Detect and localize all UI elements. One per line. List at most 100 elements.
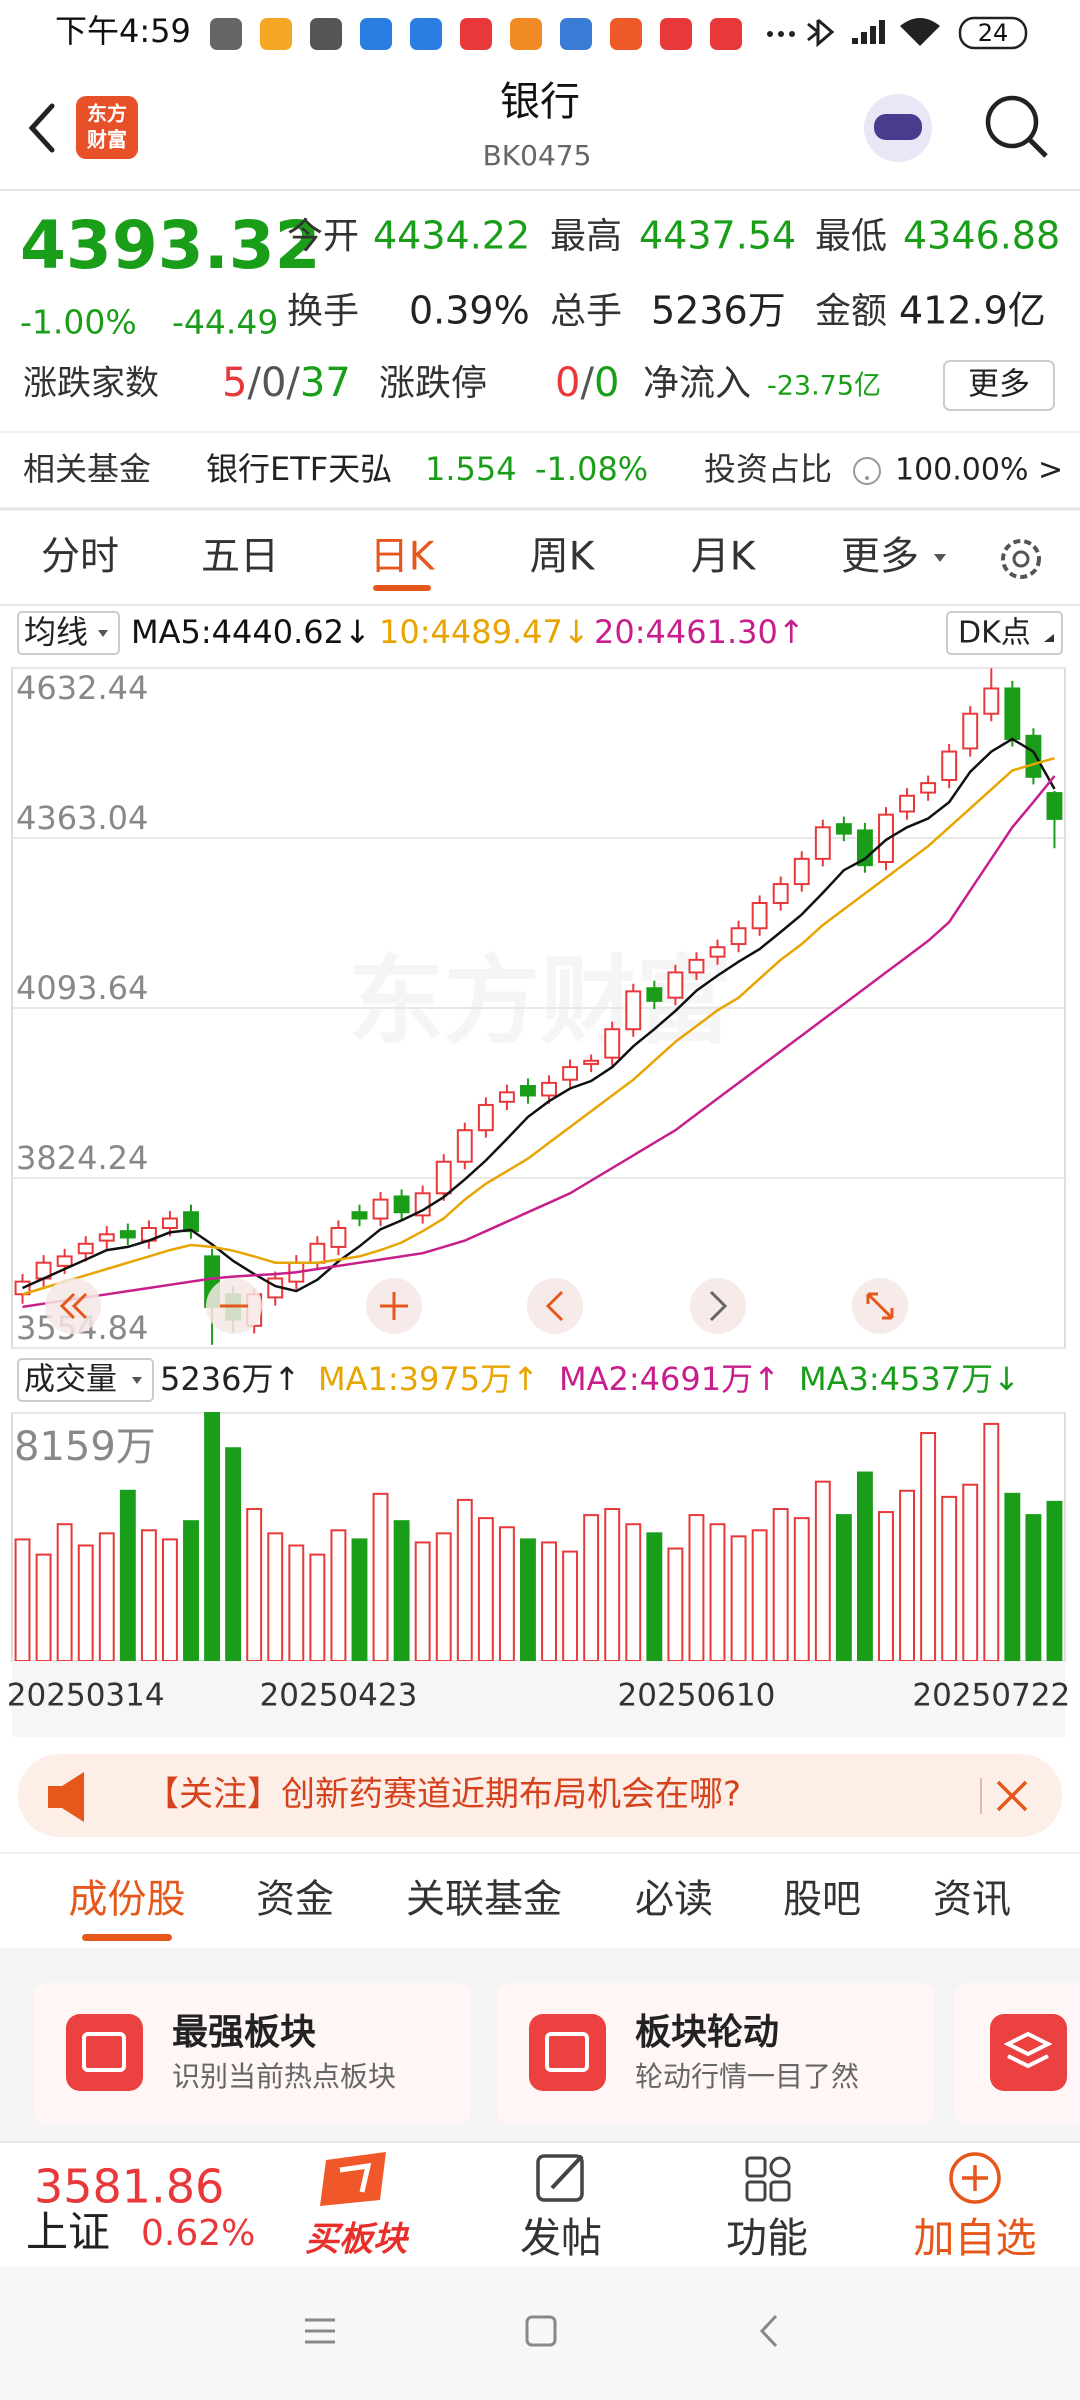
footer-action[interactable]: 功能	[726, 2214, 808, 2262]
volume-bar	[77, 1544, 94, 1662]
card-icon-mark	[545, 2032, 589, 2072]
y-tick-label: 8159万	[14, 1424, 156, 1470]
volume-bar	[856, 1471, 873, 1662]
period-tab[interactable]: 分时	[41, 535, 119, 580]
nav-bar	[0, 2266, 1080, 2400]
control-glyph	[866, 1292, 894, 1320]
breadth-part: /	[247, 360, 261, 406]
nav-menu[interactable]	[305, 2318, 335, 2344]
volume-bar	[35, 1553, 52, 1662]
volume-bar	[983, 1422, 1000, 1662]
volume-bar	[751, 1529, 768, 1663]
footer-action[interactable]: 加自选	[914, 2214, 1037, 2262]
section-tab[interactable]: 资讯	[933, 1878, 1011, 1923]
candle-body	[98, 1233, 115, 1242]
section-tab[interactable]: 成份股	[68, 1878, 185, 1923]
change: -44.49	[172, 303, 278, 342]
back-button[interactable]	[28, 103, 55, 153]
limit-part: /	[580, 360, 594, 406]
candle-body	[899, 794, 915, 813]
y-tick-label: 3824.24	[16, 1139, 148, 1177]
volume-bar	[541, 1541, 557, 1662]
candle-body	[56, 1255, 73, 1267]
nav-home[interactable]	[525, 2315, 557, 2347]
candle-body	[583, 1059, 600, 1065]
breadth-part: 0	[261, 360, 286, 406]
volume-legend: MA1:3975万↑	[318, 1360, 539, 1398]
candle-body	[962, 712, 979, 750]
period-tab[interactable]: 更多	[841, 535, 919, 580]
volume-bar	[288, 1544, 305, 1662]
volume-bar	[225, 1447, 242, 1663]
candle-body	[183, 1211, 199, 1233]
ratio-value[interactable]: 100.00% >	[895, 453, 1063, 488]
dropdown-arrow	[98, 630, 108, 637]
help-icon	[853, 457, 881, 485]
inflow-value: -23.75亿	[767, 371, 881, 402]
more-label[interactable]: 更多	[968, 367, 1030, 403]
app-logo	[76, 96, 138, 159]
candle-body	[541, 1081, 557, 1097]
post-icon	[536, 2154, 584, 2202]
ma-switch[interactable]	[17, 611, 120, 655]
more-button[interactable]	[943, 360, 1055, 411]
section-tab[interactable]: 股吧	[783, 1878, 861, 1923]
dk-button[interactable]	[946, 611, 1063, 655]
buy-icon-mark	[339, 2163, 372, 2193]
section-tab[interactable]: 关联基金	[406, 1878, 562, 1923]
footer-action[interactable]: 买板块	[305, 2220, 410, 2260]
volume-bar	[1025, 1514, 1042, 1662]
stat-value: 5236万	[651, 289, 786, 333]
card-subtitle: 轮动行情一目了然	[635, 2060, 859, 2093]
candle-body	[477, 1103, 494, 1132]
page-title: 银行	[500, 79, 580, 125]
period-tab[interactable]: 周K	[530, 535, 596, 580]
x-tick-label: 20250610	[618, 1678, 776, 1714]
notice-text[interactable]: 【关注】创新药赛道近期布局机会在哪?	[145, 1775, 741, 1815]
breadth-part: 37	[300, 360, 351, 406]
period-tab[interactable]: 月K	[691, 535, 757, 580]
buy-icon	[320, 2152, 386, 2206]
candle-body	[667, 971, 684, 999]
last-price: 4393.32	[20, 207, 321, 284]
feature-card[interactable]	[34, 1983, 471, 2124]
period-tab[interactable]: 五日	[201, 535, 279, 580]
volume-bar	[772, 1508, 789, 1663]
logo-text: 财富	[87, 128, 127, 152]
settings-icon[interactable]	[1001, 539, 1041, 579]
dk-label[interactable]: DK点	[958, 616, 1031, 651]
stat-value: 4346.88	[903, 214, 1060, 258]
function-icon	[745, 2156, 767, 2178]
status-icon	[660, 18, 692, 50]
volume-bar	[183, 1520, 199, 1663]
section-tab[interactable]: 资金	[256, 1878, 334, 1923]
volume-bar	[162, 1538, 178, 1663]
volume-bar	[520, 1538, 536, 1663]
close-icon[interactable]	[996, 1780, 1028, 1812]
section-tab[interactable]: 必读	[635, 1878, 713, 1923]
search-icon[interactable]	[985, 95, 1039, 149]
stat-label: 最低	[815, 216, 887, 257]
candle-body	[625, 990, 642, 1031]
limit-part: 0	[594, 360, 619, 406]
card-icon	[529, 2014, 606, 2091]
index-value: 3581.86	[34, 2160, 224, 2214]
volume-bar	[604, 1508, 621, 1663]
period-tab[interactable]: 日K	[370, 535, 436, 580]
status-dot	[767, 31, 773, 37]
stat-value: 0.39%	[409, 289, 530, 333]
candle-body	[562, 1066, 579, 1081]
volume-bar	[1046, 1500, 1063, 1662]
add-icon-plus	[962, 2165, 988, 2191]
volume-switch[interactable]	[17, 1358, 154, 1402]
breadth: 5/0/37	[222, 360, 351, 406]
nav-back[interactable]	[759, 2314, 778, 2348]
volume-bar	[435, 1532, 452, 1662]
feature-card[interactable]	[497, 1983, 934, 2124]
fund-name[interactable]: 银行ETF天弘	[206, 450, 392, 488]
chart-control[interactable]	[527, 1278, 583, 1334]
chart-control[interactable]	[690, 1278, 746, 1334]
notice-banner[interactable]	[18, 1754, 1062, 1837]
candle-body	[941, 750, 958, 781]
footer-action[interactable]: 发帖	[520, 2214, 602, 2262]
